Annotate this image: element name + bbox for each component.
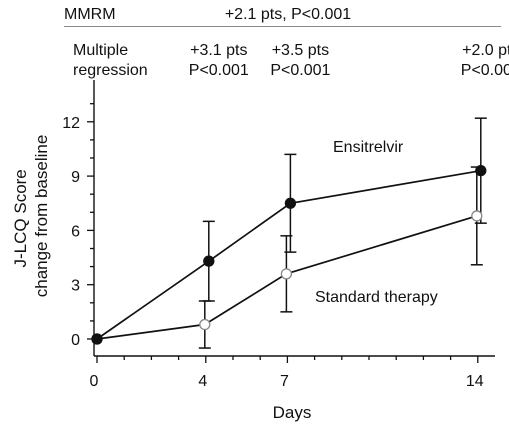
y-tick-label: 12 — [62, 115, 80, 132]
annotation-effect: +2.0 pts — [462, 42, 509, 59]
mmrm-label: MMRM — [64, 6, 116, 23]
regression-annotations: +3.1 pts P<0.001 +3.5 pts P<0.001 +2.0 pts P<… — [189, 42, 509, 79]
series-label-standard-therapy: Standard therapy — [315, 289, 438, 306]
x-tick-label: 14 — [466, 373, 484, 390]
series-line — [96, 215, 478, 340]
annotation-pvalue: P<0.001 — [461, 62, 509, 79]
data-point — [203, 255, 215, 267]
x-tick-label: 0 — [90, 373, 99, 390]
regression-label-line1: Multiple — [73, 42, 128, 59]
data-point-origin — [91, 333, 103, 345]
data-point — [284, 197, 297, 209]
x-tick-label: 7 — [280, 373, 289, 390]
series-label-ensitrelvir: Ensitrelvir — [333, 139, 404, 156]
series-line — [96, 169, 481, 340]
series-standard-therapy — [91, 166, 483, 349]
data-point — [199, 318, 211, 331]
annotation-effect: +3.1 pts — [190, 42, 247, 59]
x-axis-ticks: 0 4 7 14 — [90, 356, 484, 390]
y-tick-label: 0 — [71, 332, 80, 349]
data-point — [280, 268, 293, 280]
y-tick-label: 9 — [71, 169, 80, 186]
x-tick-label: 4 — [198, 373, 207, 390]
data-point — [475, 165, 487, 177]
y-tick-label: 3 — [71, 278, 80, 295]
regression-label-line2: regression — [73, 62, 148, 79]
y-axis-label-line1: J-LCQ Score — [11, 169, 30, 267]
data-point — [471, 210, 483, 222]
y-axis-label: J-LCQ Score change from baseline — [11, 135, 51, 298]
mmrm-result: +2.1 pts, P<0.001 — [225, 6, 351, 23]
series-layer — [91, 117, 487, 349]
y-tick-label: 6 — [71, 223, 80, 240]
y-axis-ticks: 0 3 6 9 12 — [62, 103, 94, 349]
annotation-effect: +3.5 pts — [272, 42, 329, 59]
annotation-pvalue: P<0.001 — [270, 62, 330, 79]
x-axis-label: Days — [273, 403, 312, 422]
annotation-pvalue: P<0.001 — [189, 62, 249, 79]
y-axis-label-line2: change from baseline — [32, 135, 51, 298]
